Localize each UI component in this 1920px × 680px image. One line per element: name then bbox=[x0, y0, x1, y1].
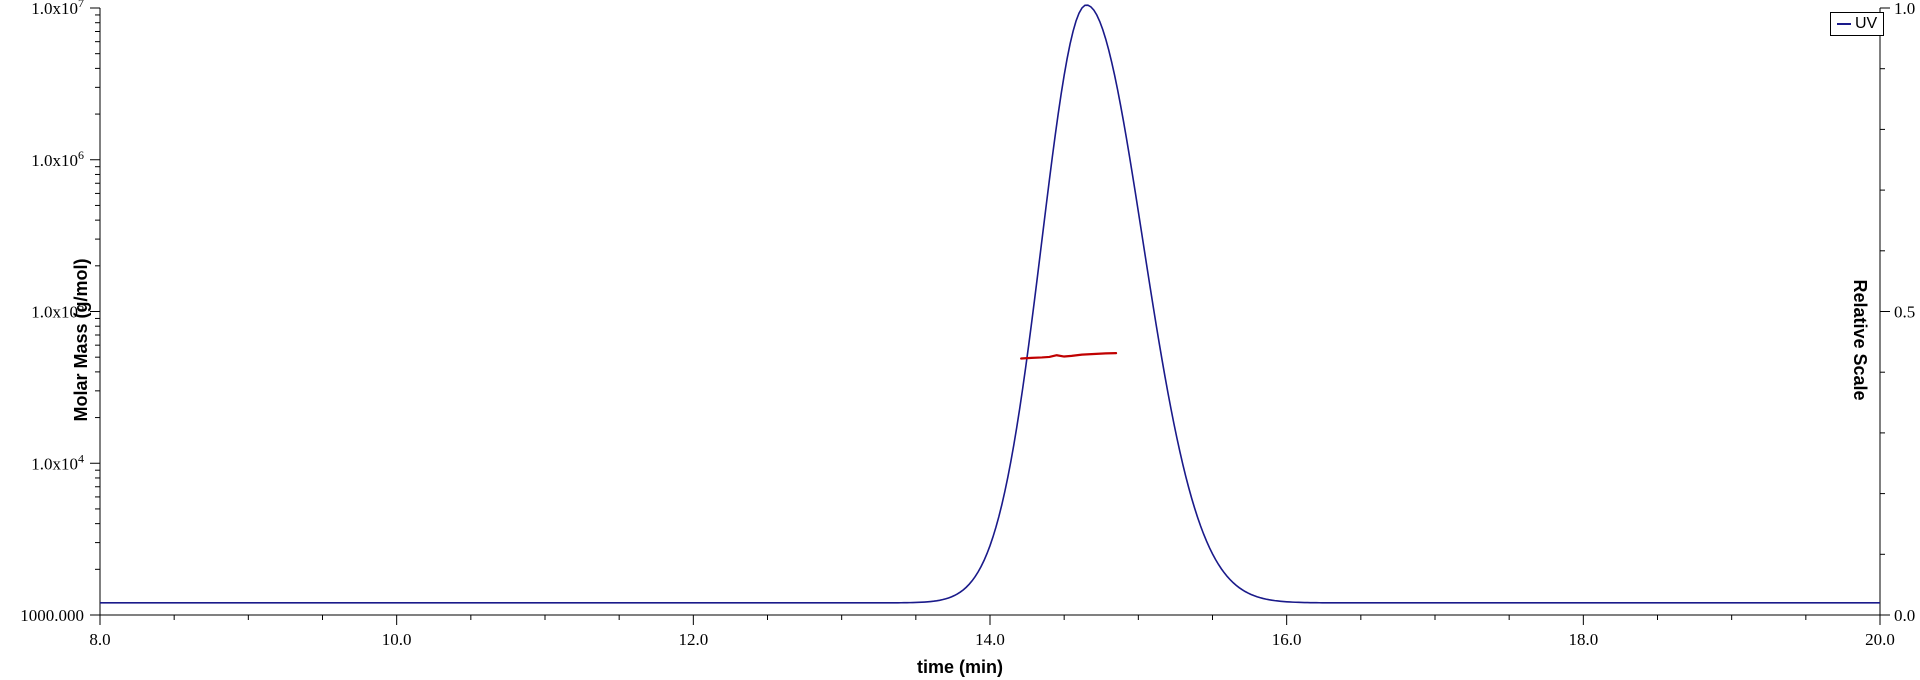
legend-line-icon bbox=[1837, 23, 1851, 25]
svg-text:1.0x104: 1.0x104 bbox=[31, 451, 84, 473]
svg-text:16.0: 16.0 bbox=[1272, 630, 1302, 649]
svg-text:1.0: 1.0 bbox=[1894, 0, 1915, 18]
svg-text:20.0: 20.0 bbox=[1865, 630, 1895, 649]
svg-text:0.0: 0.0 bbox=[1894, 606, 1915, 625]
svg-text:1000.000: 1000.000 bbox=[20, 606, 84, 625]
svg-text:14.0: 14.0 bbox=[975, 630, 1005, 649]
svg-text:10.0: 10.0 bbox=[382, 630, 412, 649]
chart-legend: UV bbox=[1830, 12, 1884, 36]
y-left-axis-label: Molar Mass (g/mol) bbox=[71, 258, 92, 421]
svg-text:1.0x107: 1.0x107 bbox=[31, 0, 84, 18]
y-right-axis-label: Relative Scale bbox=[1849, 279, 1870, 400]
x-axis-label: time (min) bbox=[917, 657, 1003, 678]
svg-text:12.0: 12.0 bbox=[678, 630, 708, 649]
svg-text:18.0: 18.0 bbox=[1568, 630, 1598, 649]
legend-label: UV bbox=[1855, 15, 1877, 33]
chromatogram-chart: 8.0 10.0 12.0 14.0 16.0 18.0 20.0 0.0 0.5 1.0 1000… bbox=[0, 0, 1920, 680]
svg-text:8.0: 8.0 bbox=[89, 630, 110, 649]
svg-text:1.0x106: 1.0x106 bbox=[31, 148, 84, 170]
svg-text:0.5: 0.5 bbox=[1894, 303, 1915, 322]
chart-svg: 8.0 10.0 12.0 14.0 16.0 18.0 20.0 0.0 0.5 1.0 1000… bbox=[0, 0, 1920, 680]
